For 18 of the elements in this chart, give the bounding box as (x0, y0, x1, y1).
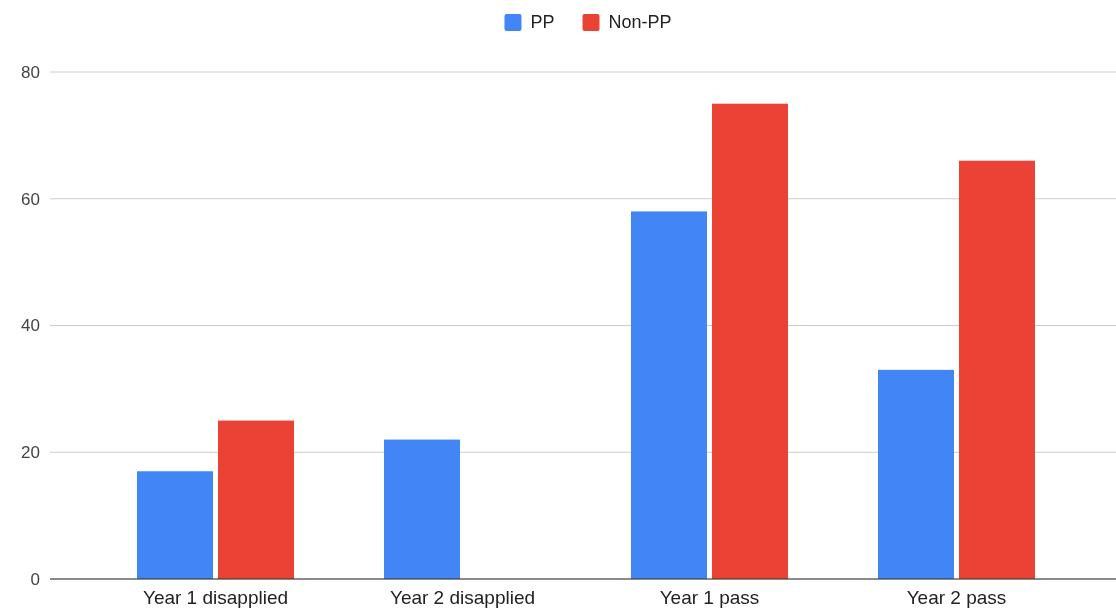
x-tick-label: Year 2 disapplied (389, 587, 536, 609)
x-tick-label: Year 2 pass (906, 587, 1007, 609)
bar (631, 211, 707, 579)
y-tick-label: 60 (21, 189, 40, 209)
x-tick-label: Year 1 pass (659, 587, 760, 609)
y-tick-label: 0 (30, 569, 40, 589)
legend-label: Non-PP (608, 12, 672, 32)
y-tick-label: 80 (21, 62, 40, 82)
bar (137, 471, 213, 579)
bar (959, 160, 1035, 579)
legend-label: PP (530, 12, 555, 32)
bar (712, 103, 788, 579)
x-tick-label: Year 1 disapplied (142, 587, 289, 609)
y-tick-label: 40 (21, 316, 40, 336)
bar (384, 439, 460, 579)
bar (218, 420, 294, 579)
y-tick-label: 20 (21, 443, 40, 463)
bar (878, 369, 954, 579)
